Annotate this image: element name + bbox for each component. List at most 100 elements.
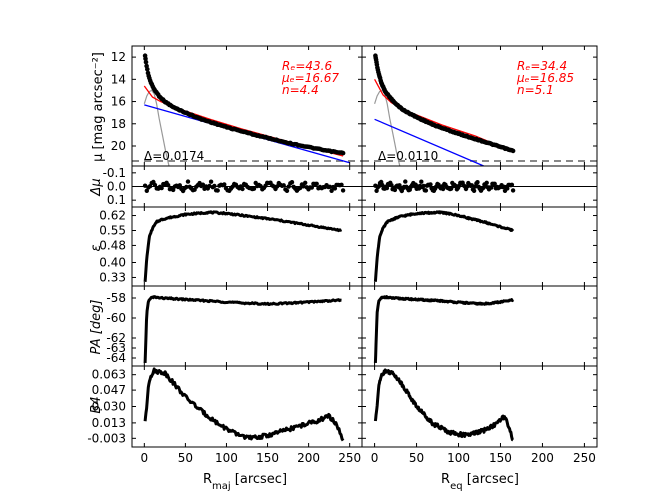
y-tick-label: 0.62 bbox=[99, 209, 126, 223]
y-tick-label: -58 bbox=[106, 291, 126, 305]
ellipticity-profile-line bbox=[373, 210, 515, 282]
y-tick-label: -60 bbox=[106, 311, 126, 325]
residual-point bbox=[251, 186, 257, 191]
residual-point bbox=[419, 179, 424, 184]
b4-profile-line bbox=[143, 367, 345, 442]
residual-point bbox=[222, 182, 227, 187]
residual-point bbox=[339, 182, 344, 187]
residual-point bbox=[171, 187, 176, 193]
x-tick-label: 0 bbox=[371, 451, 379, 465]
ylabel-b4: B4 bbox=[89, 396, 104, 413]
ellipticity-profile-line bbox=[143, 210, 343, 283]
x-tick-label: 0 bbox=[141, 451, 149, 465]
x-tick-label: 100 bbox=[215, 451, 238, 465]
profile-points bbox=[373, 53, 516, 154]
residual-point bbox=[274, 184, 280, 189]
panel-b4-right: 0 50 100 150 200 250 bbox=[361, 365, 598, 465]
residual-point bbox=[332, 186, 338, 191]
panel-surface-brightness-left: 12 14 16 18 20 Rₑ=43.6μₑ=16.67n=4.4 Δ=0.0174 bbox=[111, 45, 363, 167]
position-angle-profile-line bbox=[373, 295, 515, 363]
residual-point bbox=[492, 181, 497, 186]
residual-point bbox=[152, 182, 158, 188]
y-tick-label: 0.40 bbox=[99, 256, 126, 270]
residual-point bbox=[144, 188, 149, 193]
fit-parameter-label: μₑ=16.85 bbox=[516, 71, 574, 85]
x-tick-label: 50 bbox=[178, 451, 193, 465]
residual-point bbox=[284, 188, 290, 193]
residual-point bbox=[397, 183, 402, 188]
y-tick-label: -63 bbox=[106, 341, 126, 355]
residual-point bbox=[166, 183, 171, 188]
residual-point bbox=[215, 188, 220, 193]
y-tick-label: 0.013 bbox=[92, 416, 126, 430]
y-tick-label: 0.0 bbox=[107, 180, 126, 194]
plot-area-ellipticity-right bbox=[373, 210, 515, 282]
residual-point bbox=[286, 184, 291, 189]
y-tick-label: 0.047 bbox=[92, 383, 126, 397]
residual-point bbox=[510, 188, 516, 193]
residual-points bbox=[142, 179, 346, 194]
y-tick-label: 16 bbox=[111, 95, 126, 109]
y-tick-label: -62 bbox=[106, 331, 126, 345]
residual-points bbox=[373, 179, 516, 194]
x-tick-label: 250 bbox=[573, 451, 596, 465]
residual-point bbox=[384, 185, 390, 191]
panel-residuals-left: -0.10.00.1 bbox=[103, 165, 363, 208]
plot-area-b4-left bbox=[143, 367, 345, 442]
ylabel-ellipticity: ε bbox=[89, 244, 104, 251]
delta-label: Δ=0.0174 bbox=[144, 149, 204, 163]
residual-point bbox=[428, 182, 433, 187]
y-tick-label: -64 bbox=[106, 351, 126, 365]
profile-point bbox=[143, 59, 149, 65]
panels: 12 14 16 18 20 Rₑ=43.6μₑ=16.67n=4.4 Δ=0.0174 -0… bbox=[87, 45, 598, 465]
plot-area-position-angle-left bbox=[143, 295, 342, 363]
fit-parameter-label: n=5.1 bbox=[517, 83, 554, 97]
psf-curve bbox=[374, 89, 401, 166]
y-tick-label: 18 bbox=[111, 117, 126, 131]
residual-point bbox=[489, 185, 494, 190]
y-tick-label: 12 bbox=[111, 50, 126, 64]
residual-point bbox=[469, 183, 474, 188]
y-tick-label: 0.030 bbox=[92, 400, 126, 414]
residual-point bbox=[281, 183, 286, 188]
b4-profile-line bbox=[373, 368, 514, 442]
plot-area-surface-brightness-left bbox=[132, 53, 362, 166]
ylabel-position-angle: PA [deg] bbox=[89, 300, 104, 355]
residual-point bbox=[340, 188, 346, 193]
residual-point bbox=[301, 184, 306, 189]
panel-ellipticity-right bbox=[361, 206, 598, 287]
profile-point bbox=[145, 66, 150, 72]
residual-point bbox=[475, 180, 480, 185]
residual-point bbox=[309, 185, 314, 190]
residual-point bbox=[240, 186, 245, 192]
residual-point bbox=[200, 182, 206, 187]
residual-point bbox=[303, 180, 308, 185]
profile-point bbox=[340, 150, 346, 156]
fit-parameter-label: Rₑ=43.6 bbox=[282, 59, 332, 73]
panel-residuals-right bbox=[361, 165, 598, 208]
residual-point bbox=[314, 181, 319, 186]
y-tick-label: -0.1 bbox=[103, 166, 126, 180]
residual-point bbox=[423, 188, 429, 193]
residual-point bbox=[298, 185, 303, 191]
panel-surface-brightness-right: Rₑ=34.4μₑ=16.85n=5.1 Δ=0.0110 bbox=[361, 45, 598, 167]
residual-point bbox=[403, 179, 408, 184]
x-tick-label: 250 bbox=[338, 451, 361, 465]
residual-point bbox=[207, 183, 212, 189]
y-tick-label: 0.1 bbox=[107, 193, 126, 207]
y-tick-label: 14 bbox=[111, 72, 126, 86]
position-angle-profile-line bbox=[143, 295, 342, 363]
panel-position-angle-right bbox=[361, 285, 598, 367]
residual-point bbox=[374, 188, 379, 193]
fit-red-line bbox=[374, 78, 514, 153]
fit-parameter-label: μₑ=16.67 bbox=[281, 71, 339, 85]
x-tick-label: 100 bbox=[447, 451, 470, 465]
plot-area-surface-brightness-right bbox=[362, 53, 597, 166]
residual-point bbox=[289, 180, 295, 185]
residual-point bbox=[142, 183, 148, 188]
delta-label: Δ=0.0110 bbox=[378, 149, 438, 163]
residual-point bbox=[421, 183, 426, 189]
residual-point bbox=[392, 187, 398, 193]
